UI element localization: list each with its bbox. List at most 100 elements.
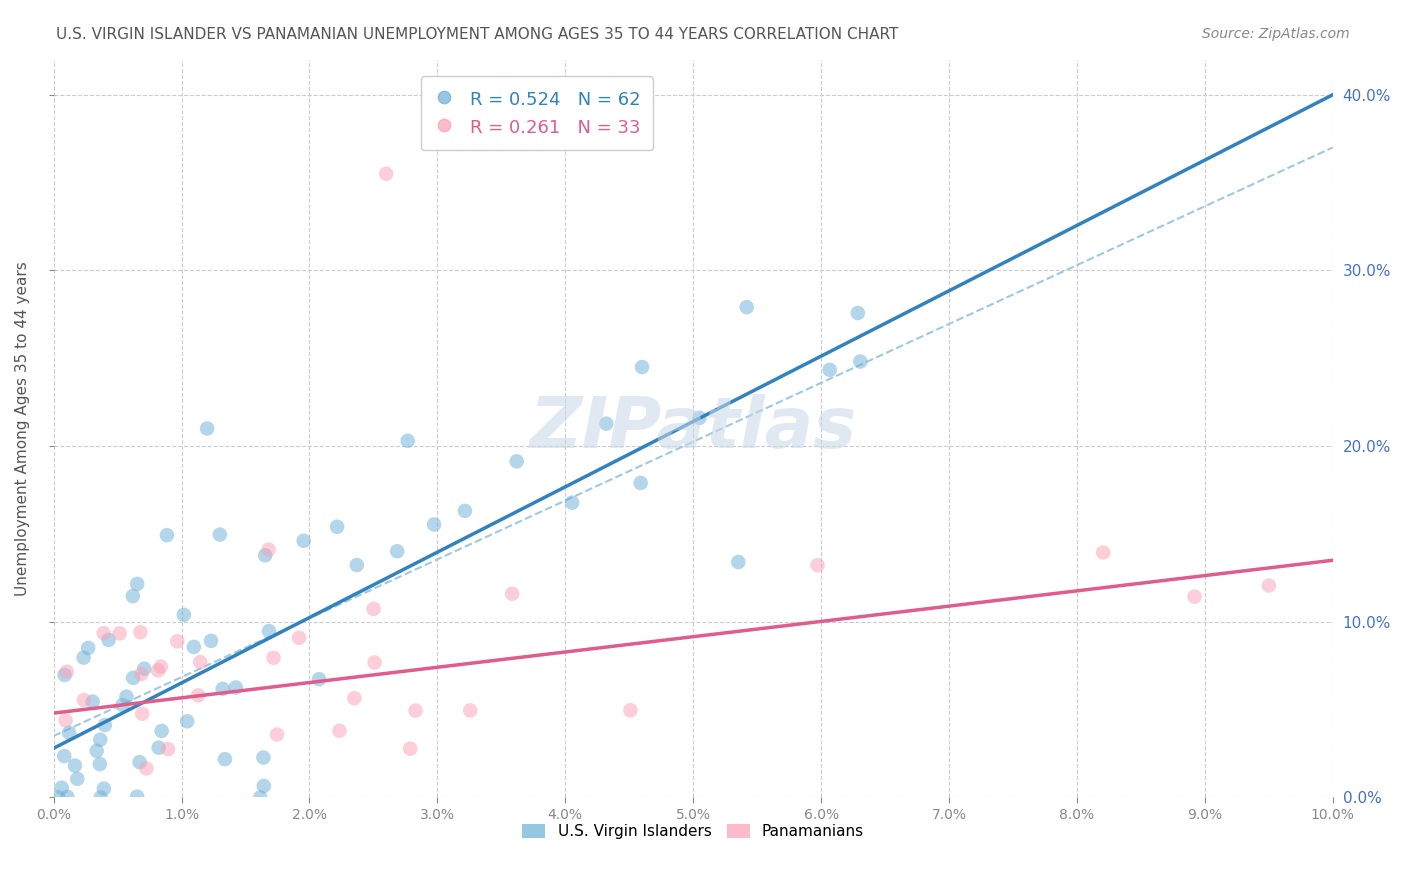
Point — [288, 631, 311, 645]
Point — [505, 454, 527, 468]
Point — [1257, 578, 1279, 592]
Point — [86, 744, 108, 758]
Point — [53, 749, 76, 764]
Point — [423, 517, 446, 532]
Point — [173, 607, 195, 622]
Point — [77, 640, 100, 655]
Point — [127, 789, 149, 804]
Text: ZIPatlas: ZIPatlas — [530, 394, 856, 463]
Point — [89, 732, 111, 747]
Point — [166, 634, 188, 648]
Point — [727, 555, 749, 569]
Point — [150, 723, 173, 738]
Point — [254, 549, 277, 563]
Point — [631, 359, 654, 374]
Point — [818, 363, 841, 377]
Point — [128, 755, 150, 769]
Point — [55, 714, 77, 728]
Point — [257, 624, 280, 638]
Point — [292, 533, 315, 548]
Point — [252, 750, 274, 764]
Point — [399, 741, 422, 756]
Point — [135, 761, 157, 775]
Point — [363, 656, 385, 670]
Point — [97, 632, 120, 647]
Point — [375, 167, 398, 181]
Point — [115, 690, 138, 704]
Point — [134, 662, 156, 676]
Text: Source: ZipAtlas.com: Source: ZipAtlas.com — [1202, 27, 1350, 41]
Point — [253, 779, 276, 793]
Point — [58, 726, 80, 740]
Point — [211, 681, 233, 696]
Point — [122, 671, 145, 685]
Point — [63, 758, 86, 772]
Point — [846, 306, 869, 320]
Point — [257, 542, 280, 557]
Point — [157, 742, 180, 756]
Point — [806, 558, 828, 573]
Point — [454, 504, 477, 518]
Point — [208, 527, 231, 541]
Point — [501, 587, 523, 601]
Text: U.S. VIRGIN ISLANDER VS PANAMANIAN UNEMPLOYMENT AMONG AGES 35 TO 44 YEARS CORREL: U.S. VIRGIN ISLANDER VS PANAMANIAN UNEMP… — [56, 27, 898, 42]
Point — [129, 625, 152, 640]
Point — [363, 602, 385, 616]
Point — [90, 790, 112, 805]
Point — [619, 703, 641, 717]
Point — [249, 790, 271, 805]
Point — [346, 558, 368, 573]
Point — [328, 723, 350, 738]
Point — [93, 626, 115, 640]
Point — [200, 633, 222, 648]
Point — [1092, 545, 1115, 559]
Point — [148, 740, 170, 755]
Point — [48, 790, 70, 805]
Point — [53, 668, 76, 682]
Legend: U.S. Virgin Islanders, Panamanians: U.S. Virgin Islanders, Panamanians — [516, 818, 870, 845]
Point — [405, 704, 427, 718]
Point — [176, 714, 198, 729]
Point — [387, 544, 409, 558]
Point — [156, 528, 179, 542]
Point — [561, 495, 583, 509]
Point — [82, 695, 104, 709]
Point — [458, 703, 481, 717]
Point — [225, 681, 247, 695]
Point — [396, 434, 419, 448]
Point — [56, 789, 79, 804]
Point — [326, 520, 349, 534]
Point — [849, 354, 872, 368]
Point — [263, 650, 285, 665]
Point — [72, 650, 94, 665]
Point — [735, 300, 758, 314]
Point — [595, 417, 617, 431]
Point — [94, 718, 117, 732]
Point — [131, 706, 153, 721]
Point — [149, 659, 172, 673]
Point — [1184, 590, 1206, 604]
Point — [343, 691, 366, 706]
Point — [308, 672, 330, 686]
Point — [89, 757, 111, 772]
Point — [73, 693, 96, 707]
Point — [188, 655, 211, 669]
Point — [688, 410, 710, 425]
Point — [129, 667, 152, 681]
Point — [127, 577, 149, 591]
Point — [93, 781, 115, 796]
Point — [122, 589, 145, 603]
Point — [266, 727, 288, 741]
Point — [187, 689, 209, 703]
Y-axis label: Unemployment Among Ages 35 to 44 years: Unemployment Among Ages 35 to 44 years — [15, 261, 30, 596]
Point — [66, 772, 89, 786]
Point — [214, 752, 236, 766]
Point — [630, 475, 652, 490]
Point — [195, 421, 218, 435]
Point — [111, 698, 134, 712]
Point — [51, 780, 73, 795]
Point — [108, 626, 131, 640]
Point — [146, 664, 169, 678]
Point — [183, 640, 205, 654]
Point — [56, 665, 79, 679]
